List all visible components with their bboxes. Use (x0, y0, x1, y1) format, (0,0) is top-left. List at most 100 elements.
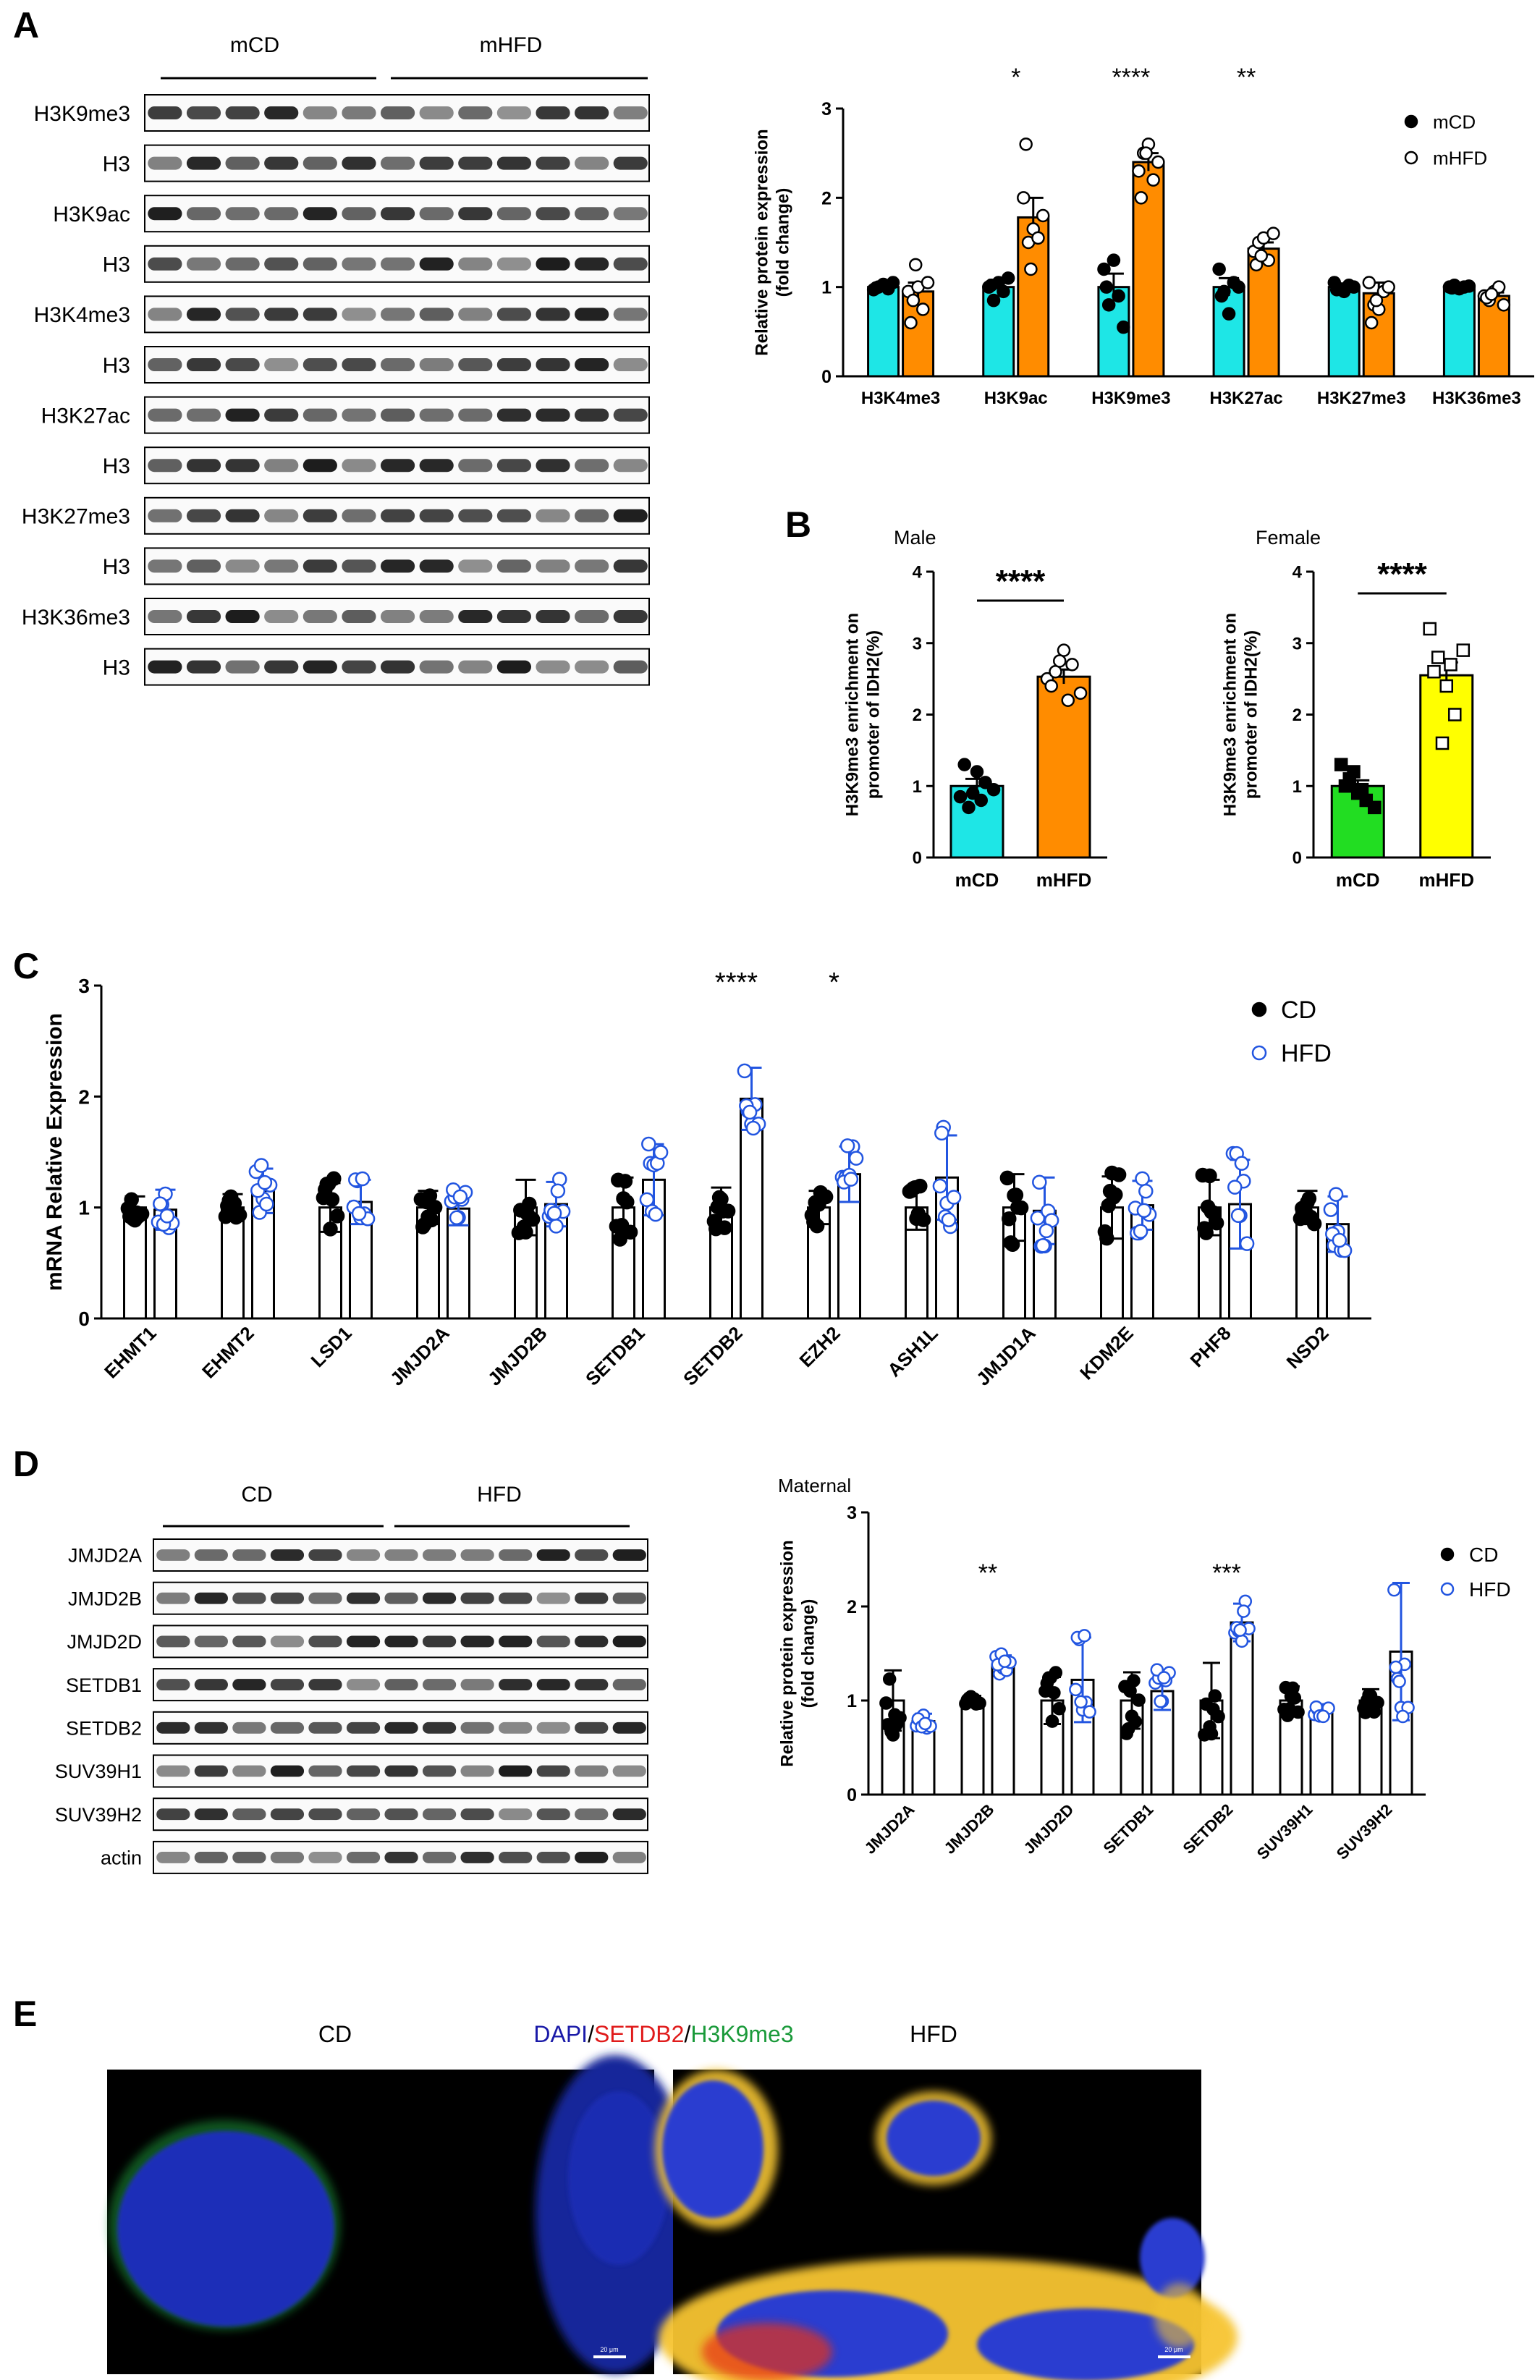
blot-band (186, 156, 221, 170)
blot-band (264, 308, 299, 321)
data-point (848, 1151, 864, 1166)
blot-band (302, 207, 337, 221)
legend-marker (1440, 1582, 1455, 1596)
blot-band (302, 610, 337, 623)
blot-band (232, 1722, 266, 1734)
data-point (1230, 1208, 1246, 1224)
blot-band (148, 660, 182, 674)
data-point (908, 258, 923, 272)
data-point (999, 1170, 1015, 1186)
y-tick-label: 1 (913, 777, 922, 797)
scale-bar-hfd: 20 μm (1164, 2346, 1182, 2353)
blot-band (270, 1851, 305, 1863)
data-point (1146, 173, 1160, 187)
x-tick-label: mHFD (1418, 869, 1474, 891)
blot-band (496, 207, 532, 221)
legend-label: HFD (1469, 1578, 1511, 1601)
y-tick-label: 3 (1292, 634, 1302, 653)
blot-band (148, 408, 182, 422)
data-point (953, 789, 968, 804)
data-point (1347, 765, 1361, 779)
data-point (978, 776, 992, 789)
data-point (329, 1208, 345, 1224)
blot-band (148, 257, 182, 271)
blot-row-label: JMJD2B (68, 1588, 142, 1609)
blot-a-group-mcd: mCD (230, 33, 279, 57)
blot-band (308, 1851, 342, 1863)
data-point (1099, 280, 1114, 294)
blot-band (342, 559, 376, 573)
data-point (962, 800, 976, 815)
data-point (1117, 320, 1130, 334)
bar (911, 1720, 936, 1796)
blot-band (419, 459, 454, 473)
blot-band (575, 1592, 609, 1604)
significance-label: **** (996, 564, 1046, 599)
blot-band (308, 1679, 342, 1691)
data-point (1038, 1223, 1054, 1239)
chart-a: 0 1 2 3 Relative protein expression(fold cha… (753, 64, 1534, 408)
blot-band (232, 1635, 266, 1648)
blot-band (225, 408, 260, 422)
data-point (879, 1696, 893, 1710)
blot-band (225, 559, 260, 573)
data-point (1364, 316, 1379, 330)
blot-band (148, 106, 182, 119)
data-point (839, 1138, 855, 1153)
stain-sep-1: / (588, 2021, 594, 2047)
data-point (1237, 1604, 1251, 1618)
data-point (965, 786, 980, 800)
data-point (614, 1217, 630, 1233)
stain-dapi: DAPI (533, 2021, 588, 2047)
x-tick-label: KDM2E (1075, 1322, 1138, 1384)
data-point (355, 1171, 371, 1187)
data-point (886, 276, 900, 289)
blot-band (612, 1722, 646, 1734)
blot-band (419, 257, 454, 271)
data-point (916, 302, 930, 316)
data-point (1298, 1204, 1313, 1220)
blot-row-label: H3K9me3 (34, 102, 130, 126)
blot-band (346, 1635, 381, 1648)
blot-band (575, 509, 609, 522)
data-point (888, 1708, 902, 1722)
bar (960, 1699, 985, 1796)
data-point (1139, 146, 1153, 160)
blot-band (156, 1851, 190, 1863)
y-tick-label: 2 (78, 1085, 90, 1108)
blot-band (156, 1549, 190, 1561)
y-tick-label: 0 (847, 1785, 857, 1805)
blot-band (612, 1635, 646, 1648)
data-point (941, 1212, 957, 1227)
blot-band (270, 1765, 305, 1777)
blot-band (346, 1722, 381, 1734)
data-point (1101, 298, 1116, 312)
y-tick-label: 1 (78, 1197, 90, 1219)
blot-band (264, 257, 299, 271)
blot-band (612, 1765, 646, 1777)
blot-band (575, 257, 609, 271)
blot-band (308, 1808, 342, 1821)
data-point (1389, 1660, 1403, 1674)
y-tick-label: 3 (847, 1503, 857, 1523)
data-point (422, 1188, 438, 1203)
blot-row-label: H3K4me3 (34, 303, 130, 327)
blot-band (308, 1722, 342, 1734)
blot-band (575, 1635, 609, 1648)
blot-band (536, 1679, 570, 1691)
data-point (1355, 782, 1369, 797)
data-point (449, 1210, 465, 1225)
data-point (1233, 1623, 1247, 1637)
legend-label: CD (1469, 1543, 1498, 1566)
y-axis-label: Relative protein expression(fold change) (753, 129, 793, 355)
y-axis-label-line: (fold change) (773, 188, 792, 297)
blot-band (380, 660, 415, 674)
y-tick-label: 3 (913, 634, 922, 653)
y-tick-label: 3 (78, 975, 90, 997)
x-tick-label: EHMT1 (100, 1322, 161, 1383)
data-point (715, 1203, 731, 1219)
blot-band (536, 156, 570, 170)
blot-band (536, 459, 570, 473)
blot-band (308, 1635, 342, 1648)
data-point (997, 284, 1010, 299)
